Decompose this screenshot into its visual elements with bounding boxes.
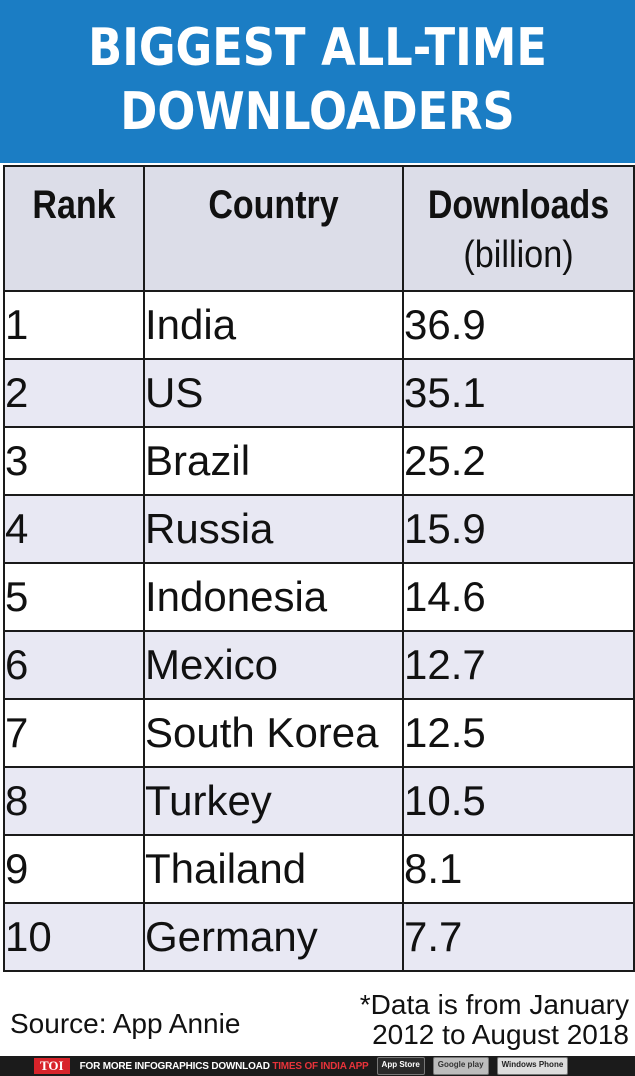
table-header-row: Rank Country Downloads (billion): [3, 165, 635, 292]
country-cell: Germany: [143, 902, 404, 972]
footer-bar: TOI FOR MORE INFOGRAPHICS DOWNLOAD TIMES…: [0, 1056, 635, 1076]
title-line-1: BIGGEST ALL-TIME: [88, 18, 547, 78]
country-cell: Thailand: [143, 834, 404, 904]
downloads-cell: 15.9: [402, 494, 635, 564]
rank-cell: 4: [3, 494, 145, 564]
rank-cell: 2: [3, 358, 145, 428]
rank-cell: 9: [3, 834, 145, 904]
table-row: 3 Brazil 25.2: [3, 426, 635, 496]
country-cell: US: [143, 358, 404, 428]
downloads-cell: 36.9: [402, 290, 635, 360]
table-row: 8 Turkey 10.5: [3, 766, 635, 836]
header-country: Country: [143, 165, 404, 292]
rank-cell: 3: [3, 426, 145, 496]
table-row: 7 South Korea 12.5: [3, 698, 635, 768]
header-rank: Rank: [3, 165, 145, 292]
country-cell: Mexico: [143, 630, 404, 700]
downloads-cell: 14.6: [402, 562, 635, 632]
downloads-cell: 8.1: [402, 834, 635, 904]
title-line-2: DOWNLOADERS: [120, 82, 515, 142]
table-row: 10 Germany 7.7: [3, 902, 635, 972]
downloads-cell: 12.7: [402, 630, 635, 700]
downloads-cell: 10.5: [402, 766, 635, 836]
app-store-badge[interactable]: App Store: [376, 1057, 425, 1075]
rank-cell: 5: [3, 562, 145, 632]
table-row: 2 US 35.1: [3, 358, 635, 428]
source-note: Source: App Annie: [10, 1008, 241, 1039]
country-cell: Turkey: [143, 766, 404, 836]
country-cell: India: [143, 290, 404, 360]
downloads-cell: 35.1: [402, 358, 635, 428]
table-row: 9 Thailand 8.1: [3, 834, 635, 904]
rank-cell: 8: [3, 766, 145, 836]
data-period-note: *Data is from January 2012 to August 201…: [359, 989, 629, 1050]
rank-cell: 6: [3, 630, 145, 700]
country-cell: Brazil: [143, 426, 404, 496]
rank-cell: 10: [3, 902, 145, 972]
table-row: 6 Mexico 12.7: [3, 630, 635, 700]
downloads-cell: 25.2: [402, 426, 635, 496]
country-cell: Indonesia: [143, 562, 404, 632]
downloads-cell: 7.7: [402, 902, 635, 972]
footer-text: FOR MORE INFOGRAPHICS DOWNLOAD TIMES OF …: [79, 1060, 369, 1072]
header-downloads: Downloads (billion): [402, 165, 635, 292]
country-cell: Russia: [143, 494, 404, 564]
google-play-badge[interactable]: Google play: [432, 1057, 489, 1075]
downloads-table: Rank Country Downloads (billion) 1 India 3…: [3, 165, 635, 972]
rank-cell: 1: [3, 290, 145, 360]
title-banner: BIGGEST ALL-TIME DOWNLOADERS: [0, 0, 635, 163]
table-row: 4 Russia 15.9: [3, 494, 635, 564]
country-cell: South Korea: [143, 698, 404, 768]
table-row: 1 India 36.9: [3, 290, 635, 360]
downloads-cell: 12.5: [402, 698, 635, 768]
rank-cell: 7: [3, 698, 145, 768]
header-downloads-unit: (billion): [463, 234, 574, 276]
toi-logo: TOI: [34, 1058, 70, 1074]
table-row: 5 Indonesia 14.6: [3, 562, 635, 632]
windows-phone-badge[interactable]: Windows Phone: [496, 1057, 569, 1075]
